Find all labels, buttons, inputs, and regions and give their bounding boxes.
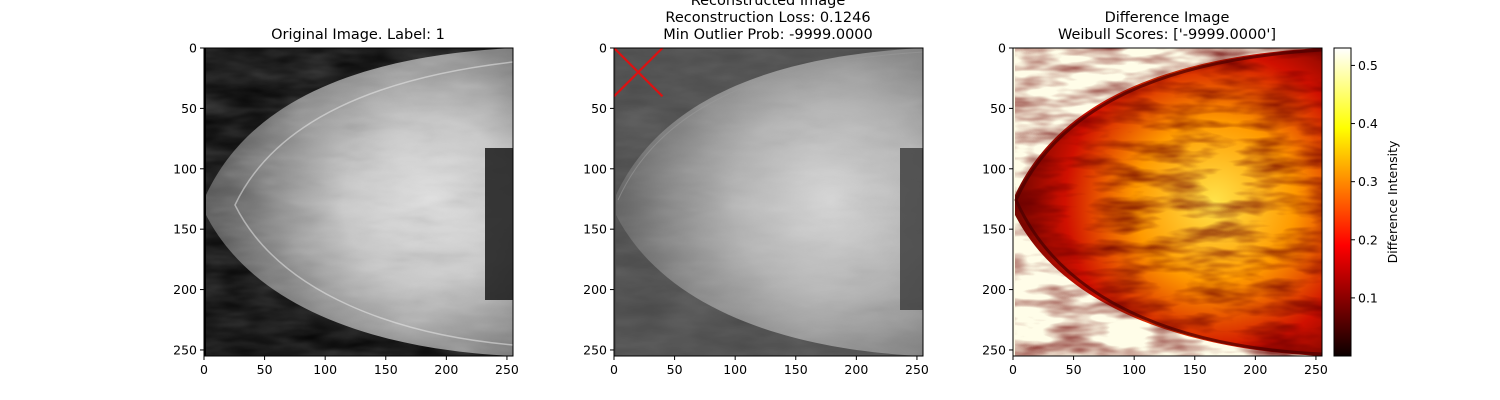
panel-original-frame bbox=[203, 47, 514, 357]
y-tick-label: 0 bbox=[998, 41, 1006, 56]
x-tick-label: 200 bbox=[844, 362, 868, 377]
y-tick-label: 0 bbox=[189, 41, 197, 56]
panel-reconstructed-title-line-1: Reconstructed Image bbox=[691, 0, 846, 9]
colorbar-tick-label: 0.2 bbox=[1358, 232, 1378, 247]
x-tick-label: 0 bbox=[200, 362, 208, 377]
y-tick-label: 250 bbox=[982, 342, 1006, 357]
x-tick-label: 0 bbox=[610, 362, 618, 377]
y-tick-label: 150 bbox=[583, 222, 607, 237]
colorbar-tick-label: 0.3 bbox=[1358, 174, 1378, 189]
y-tick-label: 250 bbox=[173, 342, 197, 357]
colorbar-gradient bbox=[1333, 47, 1352, 357]
x-tick-label: 150 bbox=[784, 362, 808, 377]
y-tick-label: 100 bbox=[982, 161, 1006, 176]
colorbar: 0.1 0.2 0.3 0.4 0.5 Difference Intensity bbox=[1333, 47, 1400, 357]
y-tick-label: 100 bbox=[173, 161, 197, 176]
x-tick-label: 200 bbox=[1243, 362, 1267, 377]
x-tick-label: 150 bbox=[1183, 362, 1207, 377]
panel-reconstructed-title-line-2: Reconstruction Loss: 0.1246 bbox=[665, 10, 870, 26]
y-tick-label: 50 bbox=[181, 101, 197, 116]
x-tick-label: 100 bbox=[723, 362, 747, 377]
colorbar-label: Difference Intensity bbox=[1385, 140, 1400, 263]
colorbar-ticks: 0.1 0.2 0.3 0.4 0.5 bbox=[1351, 58, 1378, 305]
panel-reconstructed: Reconstructed Image Reconstruction Loss:… bbox=[583, 0, 929, 377]
x-tick-label: 100 bbox=[313, 362, 337, 377]
panel-original-title: Original Image. Label: 1 bbox=[271, 27, 445, 43]
y-tick-label: 100 bbox=[583, 161, 607, 176]
x-tick-label: 0 bbox=[1009, 362, 1017, 377]
x-tick-label: 250 bbox=[905, 362, 929, 377]
x-tick-label: 200 bbox=[434, 362, 458, 377]
y-tick-label: 250 bbox=[583, 342, 607, 357]
original-image bbox=[204, 48, 513, 356]
panel-reconstructed-title-line-3: Min Outlier Prob: -9999.0000 bbox=[663, 27, 873, 43]
panel-difference: Difference Image Weibull Scores: ['-9999… bbox=[982, 10, 1328, 377]
y-tick-label: 200 bbox=[982, 282, 1006, 297]
reconstructed-image bbox=[614, 48, 923, 356]
y-tick-label: 200 bbox=[173, 282, 197, 297]
outlier-x-marker bbox=[614, 48, 664, 98]
x-tick-label: 250 bbox=[495, 362, 519, 377]
x-tick-label: 50 bbox=[1066, 362, 1082, 377]
y-tick-label: 200 bbox=[583, 282, 607, 297]
colorbar-tick-label: 0.5 bbox=[1358, 58, 1378, 73]
panel-difference-title-line-2: Weibull Scores: ['-9999.0000'] bbox=[1058, 27, 1276, 43]
x-tick-label: 250 bbox=[1304, 362, 1328, 377]
colorbar-tick-label: 0.4 bbox=[1358, 116, 1378, 131]
panel-reconstructed-frame bbox=[613, 47, 924, 357]
y-tick-label: 50 bbox=[990, 101, 1006, 116]
panel-difference-frame bbox=[1012, 47, 1323, 357]
x-tick-label: 50 bbox=[257, 362, 273, 377]
difference-heatmap bbox=[1013, 48, 1322, 356]
y-tick-label: 0 bbox=[599, 41, 607, 56]
x-tick-label: 100 bbox=[1122, 362, 1146, 377]
panel-original: Original Image. Label: 1 0 50 100 150 200 250… bbox=[173, 27, 519, 377]
colorbar-tick-label: 0.1 bbox=[1358, 290, 1378, 305]
panel-difference-title-line-1: Difference Image bbox=[1105, 10, 1230, 26]
y-tick-label: 50 bbox=[591, 101, 607, 116]
y-tick-label: 150 bbox=[173, 222, 197, 237]
x-tick-label: 50 bbox=[667, 362, 683, 377]
y-tick-label: 150 bbox=[982, 222, 1006, 237]
x-tick-label: 150 bbox=[374, 362, 398, 377]
